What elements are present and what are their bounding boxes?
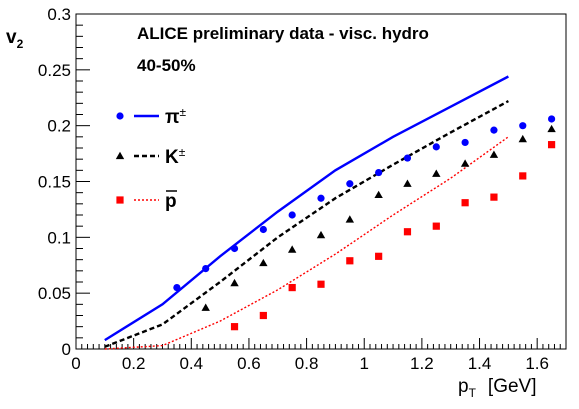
- x-tick-label: 0.4: [179, 354, 203, 373]
- data-point-2: [288, 283, 296, 292]
- x-axis-title: pT [GeV]: [458, 376, 537, 400]
- model-curves: [104, 75, 509, 350]
- data-point-0: [547, 115, 556, 123]
- legend-marker: [116, 196, 124, 204]
- legend-label-base: p: [165, 191, 177, 212]
- data-point-0: [519, 122, 527, 130]
- data-point-1: [345, 215, 355, 223]
- data-point-0: [317, 194, 325, 202]
- y-axis-title: v2: [6, 27, 24, 51]
- x-tick-label: 0: [71, 354, 80, 373]
- data-point-1: [460, 159, 470, 167]
- model-curve-0: [104, 75, 509, 342]
- data-point-1: [316, 230, 326, 239]
- annotation-title: ALICE preliminary data - visc. hydro: [137, 24, 429, 43]
- data-point-2: [547, 141, 556, 149]
- data-point-2: [230, 323, 239, 331]
- annotation-centrality: 40-50%: [137, 56, 196, 75]
- legend-label: p: [165, 191, 177, 212]
- legend-entry-0: π±: [116, 105, 187, 128]
- legend: π±K±p: [115, 105, 187, 212]
- data-point-1: [374, 190, 383, 199]
- y-tick-label: 0.3: [47, 5, 71, 24]
- data-point-2: [403, 228, 412, 236]
- data-point-0: [375, 168, 383, 177]
- data-point-1: [547, 124, 556, 133]
- legend-label-sup: ±: [179, 145, 186, 159]
- x-tick-label: 1.4: [468, 354, 492, 373]
- legend-label: π±: [165, 105, 187, 128]
- data-markers: [173, 115, 556, 331]
- data-point-1: [287, 245, 297, 253]
- data-point-2: [461, 199, 469, 207]
- legend-label-base: π: [165, 107, 180, 128]
- legend-entry-1: K±: [115, 145, 186, 168]
- legend-label: K±: [165, 145, 186, 168]
- data-point-2: [346, 257, 354, 265]
- x-axis-title-unit: [GeV]: [488, 376, 537, 397]
- model-curve-1: [104, 100, 509, 348]
- data-point-0: [490, 126, 498, 134]
- data-point-1: [201, 303, 210, 311]
- y-tick-label: 0.1: [47, 228, 71, 247]
- data-point-0: [403, 154, 412, 162]
- data-point-1: [259, 258, 268, 267]
- data-point-2: [259, 311, 267, 320]
- data-point-2: [432, 222, 440, 230]
- data-point-0: [173, 283, 181, 292]
- data-point-0: [346, 180, 354, 188]
- data-point-2: [490, 193, 498, 201]
- data-point-1: [518, 134, 527, 143]
- data-point-2: [317, 280, 325, 288]
- x-tick-label: 0.8: [295, 354, 319, 373]
- data-point-0: [432, 143, 440, 151]
- x-axis-title-sub: T: [469, 386, 477, 400]
- x-tick-label: 1: [360, 354, 369, 373]
- x-tick-label: 1.6: [525, 354, 549, 373]
- x-tick-label: 0.6: [237, 354, 261, 373]
- axes: 0 0.2 0.4 0.6 0.8 1 1.2 1.4 1.6 0 0.05 0.1 0.15 0.2 0.…: [38, 5, 567, 373]
- legend-marker: [115, 151, 125, 160]
- x-tick-label: 1.2: [410, 354, 434, 373]
- data-point-0: [461, 138, 469, 147]
- x-axis-title-main: p: [458, 376, 469, 397]
- data-point-2: [375, 252, 383, 260]
- legend-label-base: K: [165, 147, 179, 168]
- data-point-1: [432, 169, 441, 177]
- data-point-2: [519, 172, 527, 180]
- data-point-1: [489, 150, 499, 158]
- model-curve-2: [104, 136, 509, 350]
- y-tick-label: 0: [62, 340, 71, 359]
- y-axis-title-main: v: [6, 27, 17, 48]
- legend-label-sup: ±: [180, 105, 187, 119]
- y-tick-label: 0.25: [38, 61, 71, 80]
- data-point-0: [230, 244, 239, 253]
- data-point-1: [230, 278, 239, 287]
- data-point-0: [288, 211, 296, 219]
- y-axis-title-sub: 2: [17, 37, 24, 51]
- y-tick-label: 0.15: [38, 173, 71, 192]
- y-tick-label: 0.2: [47, 117, 71, 136]
- data-point-1: [403, 179, 412, 187]
- data-point-0: [259, 225, 267, 234]
- legend-marker: [116, 112, 124, 120]
- x-tick-label: 0.2: [122, 354, 146, 373]
- annotations: ALICE preliminary data - visc. hydro 40-…: [137, 24, 429, 75]
- y-tick-label: 0.05: [38, 284, 71, 303]
- axis-titles: v2 pT [GeV]: [6, 27, 537, 400]
- legend-entry-2: p: [116, 190, 177, 212]
- data-point-0: [202, 265, 210, 273]
